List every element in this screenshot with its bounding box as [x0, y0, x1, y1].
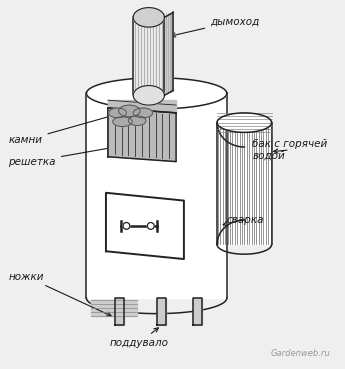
Polygon shape	[108, 100, 176, 113]
Polygon shape	[193, 298, 203, 325]
Text: Gardenweb.ru: Gardenweb.ru	[270, 349, 330, 358]
Ellipse shape	[113, 117, 132, 127]
Polygon shape	[133, 8, 165, 27]
Polygon shape	[157, 298, 166, 325]
Polygon shape	[115, 298, 125, 325]
Polygon shape	[108, 108, 176, 162]
Text: камни: камни	[9, 112, 121, 145]
Text: сварка: сварка	[223, 215, 264, 226]
Ellipse shape	[133, 108, 153, 118]
Polygon shape	[106, 193, 184, 259]
Ellipse shape	[119, 105, 140, 117]
Circle shape	[147, 223, 154, 229]
Polygon shape	[217, 123, 272, 244]
Polygon shape	[87, 78, 227, 109]
Ellipse shape	[128, 116, 146, 125]
Polygon shape	[217, 113, 272, 132]
Polygon shape	[165, 13, 173, 95]
Ellipse shape	[109, 108, 126, 118]
Text: поддувало: поддувало	[110, 328, 169, 348]
Polygon shape	[133, 17, 165, 95]
Circle shape	[123, 223, 130, 229]
Text: ножки: ножки	[9, 272, 111, 316]
Text: бак с горячей
водой: бак с горячей водой	[252, 139, 327, 161]
Polygon shape	[91, 300, 137, 315]
Polygon shape	[133, 86, 165, 105]
Text: дымоход: дымоход	[171, 16, 259, 37]
Polygon shape	[87, 93, 227, 298]
Text: решетка: решетка	[9, 146, 112, 166]
